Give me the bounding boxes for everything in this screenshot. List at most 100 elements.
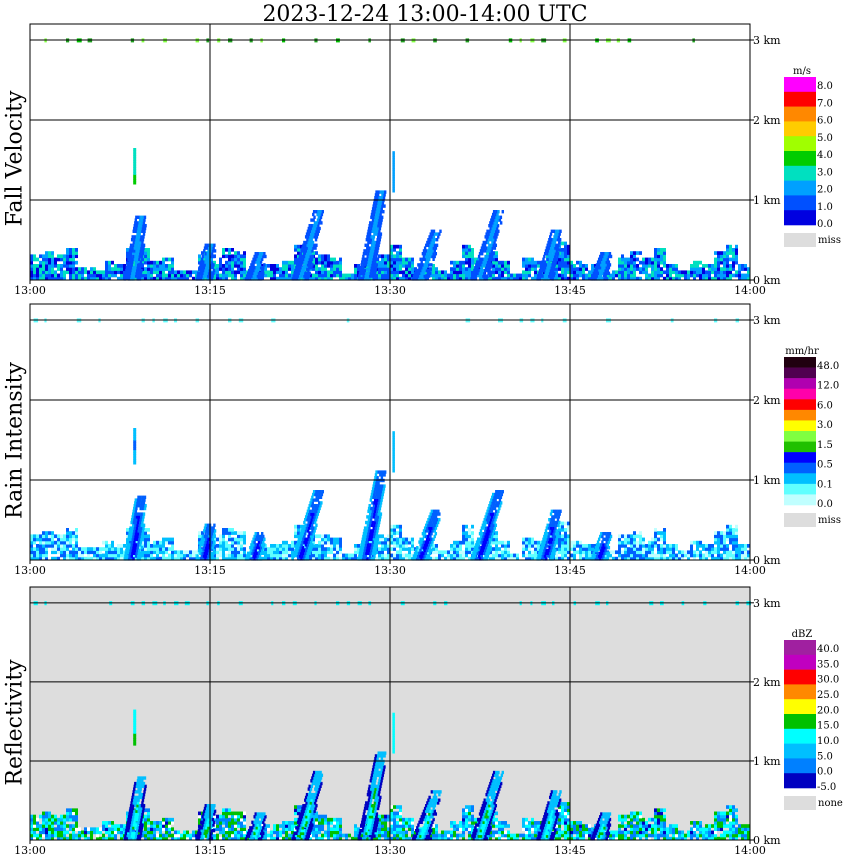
echo-cell [285,273,288,278]
echo-cell [624,273,627,278]
echo-cell [624,544,627,548]
echo-cell [183,550,186,555]
echo-cell [681,556,684,561]
echo-cell [372,268,375,273]
echo-cell [381,193,384,197]
echo-cell [299,252,303,256]
echo-cell [489,537,493,541]
echo-cell [393,244,396,249]
echo-cell [732,537,735,542]
echo-cell [312,251,315,255]
echo-cell [590,277,593,281]
echo-cell [548,551,552,555]
echo-cell [255,254,258,259]
echo-cell [576,550,579,555]
echo-cell [477,554,481,558]
echo-cell [318,556,321,561]
echo-cell [378,226,382,231]
echo-cell [693,540,696,545]
echo-cell [370,548,373,553]
echo-cell [651,540,654,545]
echo-cell [102,556,105,561]
echo-cell [595,268,599,273]
echo-cell [489,276,492,281]
echo-cell [596,277,600,281]
echo-cell [102,273,105,278]
echo-cell [687,553,690,558]
echo-cell [411,540,414,545]
echo-cell [251,260,254,264]
echo-cell [468,534,471,539]
echo-cell [305,254,308,259]
echo-cell [633,547,636,551]
echo-cell [302,529,306,533]
echo-cell [216,553,219,558]
echo-cell [243,537,246,542]
echo-cell [490,224,493,228]
echo-cell [476,271,479,275]
echo-cell [127,537,130,541]
echo-cell [374,224,378,228]
echo-cell [174,276,177,281]
echo-cell [305,548,308,553]
echo-cell [421,252,425,256]
echo-cell [726,267,729,271]
echo-cell [139,506,142,511]
echo-cell [612,556,615,561]
echo-cell [456,273,459,278]
echo-cell [36,267,39,271]
echo-cell [69,556,72,561]
echo-cell [123,557,126,561]
echo-cell [561,270,564,275]
echo-cell [365,551,368,555]
echo-cell [133,167,137,171]
echo-cell [299,540,302,544]
echo-cell [596,266,600,270]
echo-cell [747,553,750,558]
echo-cell [633,260,636,265]
echo-cell [127,548,130,553]
echo-cell [723,537,726,542]
legend-label: 6.0 [817,116,833,127]
echo-cell [479,277,482,281]
echo-cell [165,537,168,542]
echo-cell [570,276,573,281]
echo-cell [367,520,370,525]
echo-cell [293,551,296,555]
echo-cell [312,498,315,502]
echo-cell [318,544,321,548]
echo-cell [36,270,39,275]
echo-cell [482,260,485,264]
echo-cell [133,181,137,185]
echo-cell [111,550,114,555]
echo-cell [550,537,554,541]
echo-cell [354,556,357,561]
echo-cell [267,270,270,275]
echo-cell [411,537,414,542]
echo-cell [299,271,303,275]
echo-cell [202,537,206,541]
echo-cell [333,553,336,558]
echo-cell [144,553,147,558]
echo-cell [424,546,428,550]
echo-cell [362,263,366,267]
echo-cell [433,238,437,242]
echo-cell [213,260,216,265]
echo-cell [135,260,138,264]
echo-cell [488,224,491,228]
echo-cell [198,266,201,270]
echo-cell [306,537,309,541]
echo-cell [422,271,425,275]
echo-cell [501,553,504,558]
echo-cell [42,540,45,545]
echo-cell [690,550,693,555]
echo-cell [633,273,636,278]
echo-cell [554,252,558,256]
echo-cell [375,543,378,547]
echo-cell [308,257,312,261]
echo-cell [30,550,33,555]
echo-cell [484,546,488,550]
echo-cell [371,512,374,516]
echo-cell [371,260,375,264]
echo-cell [336,273,339,278]
